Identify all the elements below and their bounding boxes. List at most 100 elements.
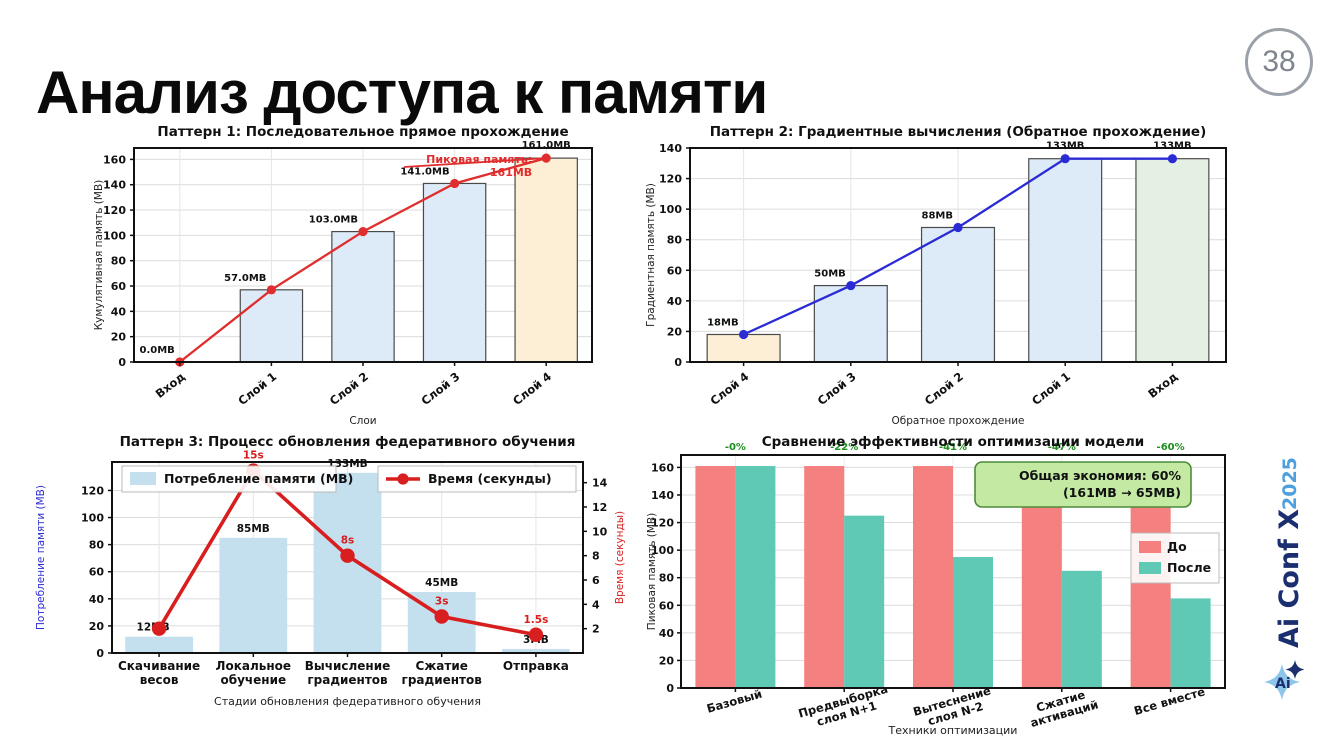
marker — [953, 222, 963, 233]
right-y-tick: 6 — [592, 574, 600, 587]
right-y-tick: 10 — [592, 525, 608, 538]
marker — [358, 226, 368, 237]
y-tick-label: 40 — [667, 295, 683, 308]
x-tick-label: Базовый — [705, 687, 764, 716]
marker — [1167, 154, 1177, 164]
left-y-tick: 80 — [89, 539, 105, 552]
time-marker — [340, 548, 355, 563]
y-tick-label: 20 — [111, 331, 127, 344]
memory-bar — [313, 472, 382, 653]
x-tick-label: Отправка — [503, 659, 569, 673]
bar — [331, 230, 395, 363]
bar — [1028, 158, 1103, 363]
right-y-tick: 2 — [592, 623, 600, 636]
point-label: 88MB — [922, 210, 954, 221]
y-tick-label: 120 — [103, 204, 126, 217]
savings-percent-label: -41% — [939, 442, 967, 453]
time-label: 3s — [435, 596, 449, 608]
savings-percent-label: -0% — [725, 442, 746, 453]
y-tick-label: 140 — [659, 142, 682, 155]
right-y-tick: 12 — [592, 501, 607, 514]
y-tick-label: 20 — [659, 654, 675, 667]
bar — [239, 289, 304, 363]
bar-after — [1061, 570, 1102, 688]
left-y-tick: 60 — [89, 566, 105, 579]
x-tick-label: Слой 1 — [1029, 369, 1073, 408]
y-tick-label: 100 — [659, 203, 682, 216]
time-label: 1.5s — [523, 614, 548, 626]
left-y-tick: 40 — [89, 593, 105, 606]
marker — [266, 285, 276, 295]
y-tick-label: 100 — [651, 544, 674, 557]
x-tick-label: Слой 2 — [327, 369, 371, 408]
y-axis-label: Градиентная память (MB) — [645, 183, 657, 327]
bar-after — [1170, 598, 1211, 688]
chart-title: Паттерн 2: Градиентные вычисления (Обрат… — [710, 124, 1207, 140]
y-tick-label: 160 — [651, 461, 674, 474]
right-y-tick: 8 — [592, 550, 600, 563]
memory-label: 133MB — [327, 458, 367, 470]
x-tick-label: Вход — [153, 369, 188, 401]
point-label: 161.0MB — [522, 140, 571, 151]
left-y-tick: 0 — [96, 647, 104, 660]
bar — [1135, 158, 1210, 363]
memory-bar — [501, 648, 570, 653]
y-tick-label: 140 — [651, 489, 674, 502]
x-tick-label: Слой 4 — [708, 369, 752, 408]
memory-label: 85MB — [237, 523, 270, 535]
peak-annotation: Пиковая память: — [426, 153, 532, 166]
page-title: Анализ доступа к памяти — [36, 59, 768, 127]
right-y-tick: 14 — [592, 477, 608, 490]
bar — [422, 182, 487, 363]
y-tick-label: 0 — [666, 682, 674, 695]
x-tick-label: Все вместе — [1132, 684, 1206, 718]
savings-percent-label: -22% — [830, 442, 858, 453]
y-tick-label: 0 — [674, 356, 682, 369]
bar-after — [735, 466, 776, 688]
y-tick-label: 80 — [659, 572, 675, 585]
x-tick-label: Скачивание весов — [118, 659, 200, 687]
y-axis-label: Кумулятивная память (MB) — [93, 180, 105, 331]
chart-title: Сравнение эффективности оптимизации моде… — [762, 434, 1145, 450]
x-tick-label: Слой 1 — [235, 369, 279, 408]
bar-before — [804, 466, 845, 688]
marker — [739, 329, 749, 340]
time-label: 15s — [243, 450, 264, 462]
annotation-connector — [404, 157, 547, 168]
y-tick-label: 100 — [103, 229, 126, 242]
y-tick-label: 80 — [111, 255, 127, 268]
point-label: 133MB — [1153, 141, 1191, 152]
conference-logo: 2025 Ai Conf X Ai — [1264, 457, 1305, 700]
y-tick-label: 40 — [111, 305, 127, 318]
x-axis-label: Обратное прохождение — [892, 415, 1025, 427]
left-y-tick: 100 — [81, 512, 104, 525]
left-y-axis-label: Потребление памяти (MB) — [35, 485, 47, 630]
x-tick-label: Слой 3 — [419, 369, 463, 408]
point-label: 57.0MB — [224, 273, 266, 284]
savings-percent-label: -47% — [1048, 442, 1076, 453]
right-y-axis-label: Время (секунды) — [614, 511, 626, 604]
y-tick-label: 40 — [659, 627, 675, 640]
page-number: 38 — [1262, 45, 1296, 78]
annotation-text: (161MB → 65MB) — [1063, 485, 1181, 500]
svg-text:Ai: Ai — [1275, 676, 1291, 692]
time-marker — [528, 627, 544, 642]
left-y-tick: 20 — [89, 620, 105, 633]
y-tick-label: 120 — [651, 517, 674, 530]
x-axis-label: Стадии обновления федеративного обучения — [214, 695, 481, 708]
y-tick-label: 140 — [103, 179, 126, 192]
x-tick-label: Вычисление градиентов — [305, 659, 391, 687]
chart-optimization-comparison: -0% -22% -41% -47% -60% Общая экономия: 60% (1… — [646, 434, 1226, 737]
memory-label: 45MB — [425, 577, 458, 589]
legend-time: Время (секунды) — [377, 465, 577, 493]
time-marker — [151, 621, 167, 636]
x-tick-label: Сжатие градиентов — [402, 659, 483, 687]
y-tick-label: 20 — [667, 325, 683, 338]
y-tick-label: 60 — [111, 280, 127, 293]
legend-label: Потребление памяти (MB) — [164, 471, 353, 486]
bar — [514, 157, 578, 363]
x-axis-label: Слои — [349, 415, 376, 427]
left-y-tick: 120 — [81, 484, 104, 497]
savings-annotation: Общая экономия: 60% (161MB → 65MB) — [974, 461, 1192, 508]
